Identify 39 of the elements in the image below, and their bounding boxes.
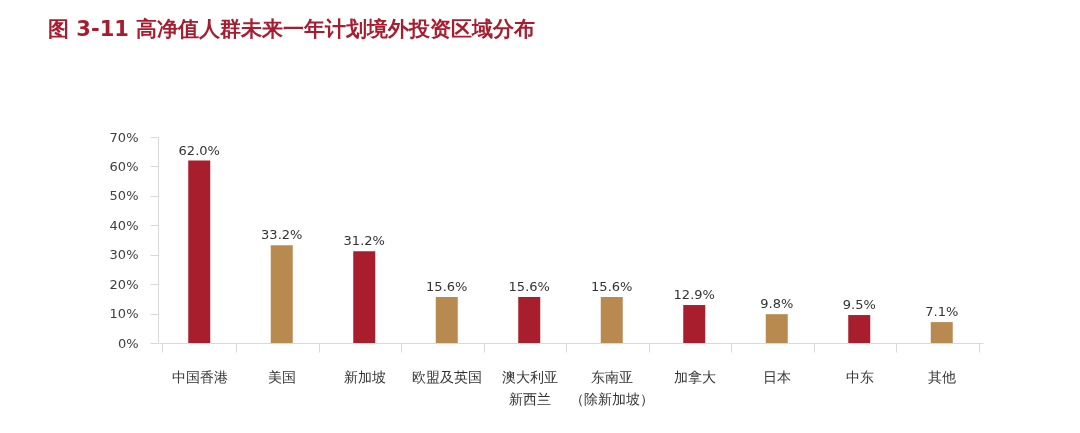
data-label: 12.9% xyxy=(673,287,715,303)
bar xyxy=(930,322,953,343)
y-tick-label: 40% xyxy=(109,217,139,233)
data-label: 31.2% xyxy=(343,233,385,249)
y-tick-label: 20% xyxy=(109,276,139,292)
bar xyxy=(683,305,706,343)
x-tick-label: 中国香港 xyxy=(171,368,228,385)
x-tick-label: 加拿大 xyxy=(673,368,716,385)
data-label: 33.2% xyxy=(261,227,303,243)
y-tick-label: 0% xyxy=(117,335,139,351)
bar xyxy=(518,297,541,343)
data-label: 15.6% xyxy=(426,279,468,295)
y-tick-label: 60% xyxy=(109,158,139,174)
data-label: 9.8% xyxy=(760,296,794,312)
x-tick-label: 其他 xyxy=(928,368,957,385)
y-tick-label: 50% xyxy=(109,188,139,204)
bar xyxy=(270,245,293,343)
bar xyxy=(188,160,211,343)
x-tick-label: 欧盟及英国 xyxy=(412,368,483,385)
x-tick-label: 日本 xyxy=(763,368,792,385)
x-tick-label: 中东 xyxy=(845,368,874,385)
bar xyxy=(435,297,458,343)
x-tick-label: 美国 xyxy=(268,368,297,385)
x-tick-label: 澳大利亚新西兰 xyxy=(501,368,558,407)
data-label: 15.6% xyxy=(591,279,633,295)
data-label: 62.0% xyxy=(178,142,220,158)
bar xyxy=(765,314,788,343)
y-tick-label: 30% xyxy=(109,247,139,263)
data-label: 7.1% xyxy=(925,304,959,320)
bar xyxy=(600,297,623,343)
bar xyxy=(848,315,871,343)
bar xyxy=(353,251,376,343)
data-label: 15.6% xyxy=(508,279,550,295)
y-tick-label: 70% xyxy=(109,129,139,145)
x-tick-label: 新加坡 xyxy=(343,368,386,385)
y-tick-label: 10% xyxy=(109,306,139,322)
chart-title: 图 3-11 高净值人群未来一年计划境外投资区域分布 xyxy=(48,17,536,41)
data-label: 9.5% xyxy=(842,297,876,313)
x-tick-label: 东南亚（除新加坡） xyxy=(570,368,655,407)
